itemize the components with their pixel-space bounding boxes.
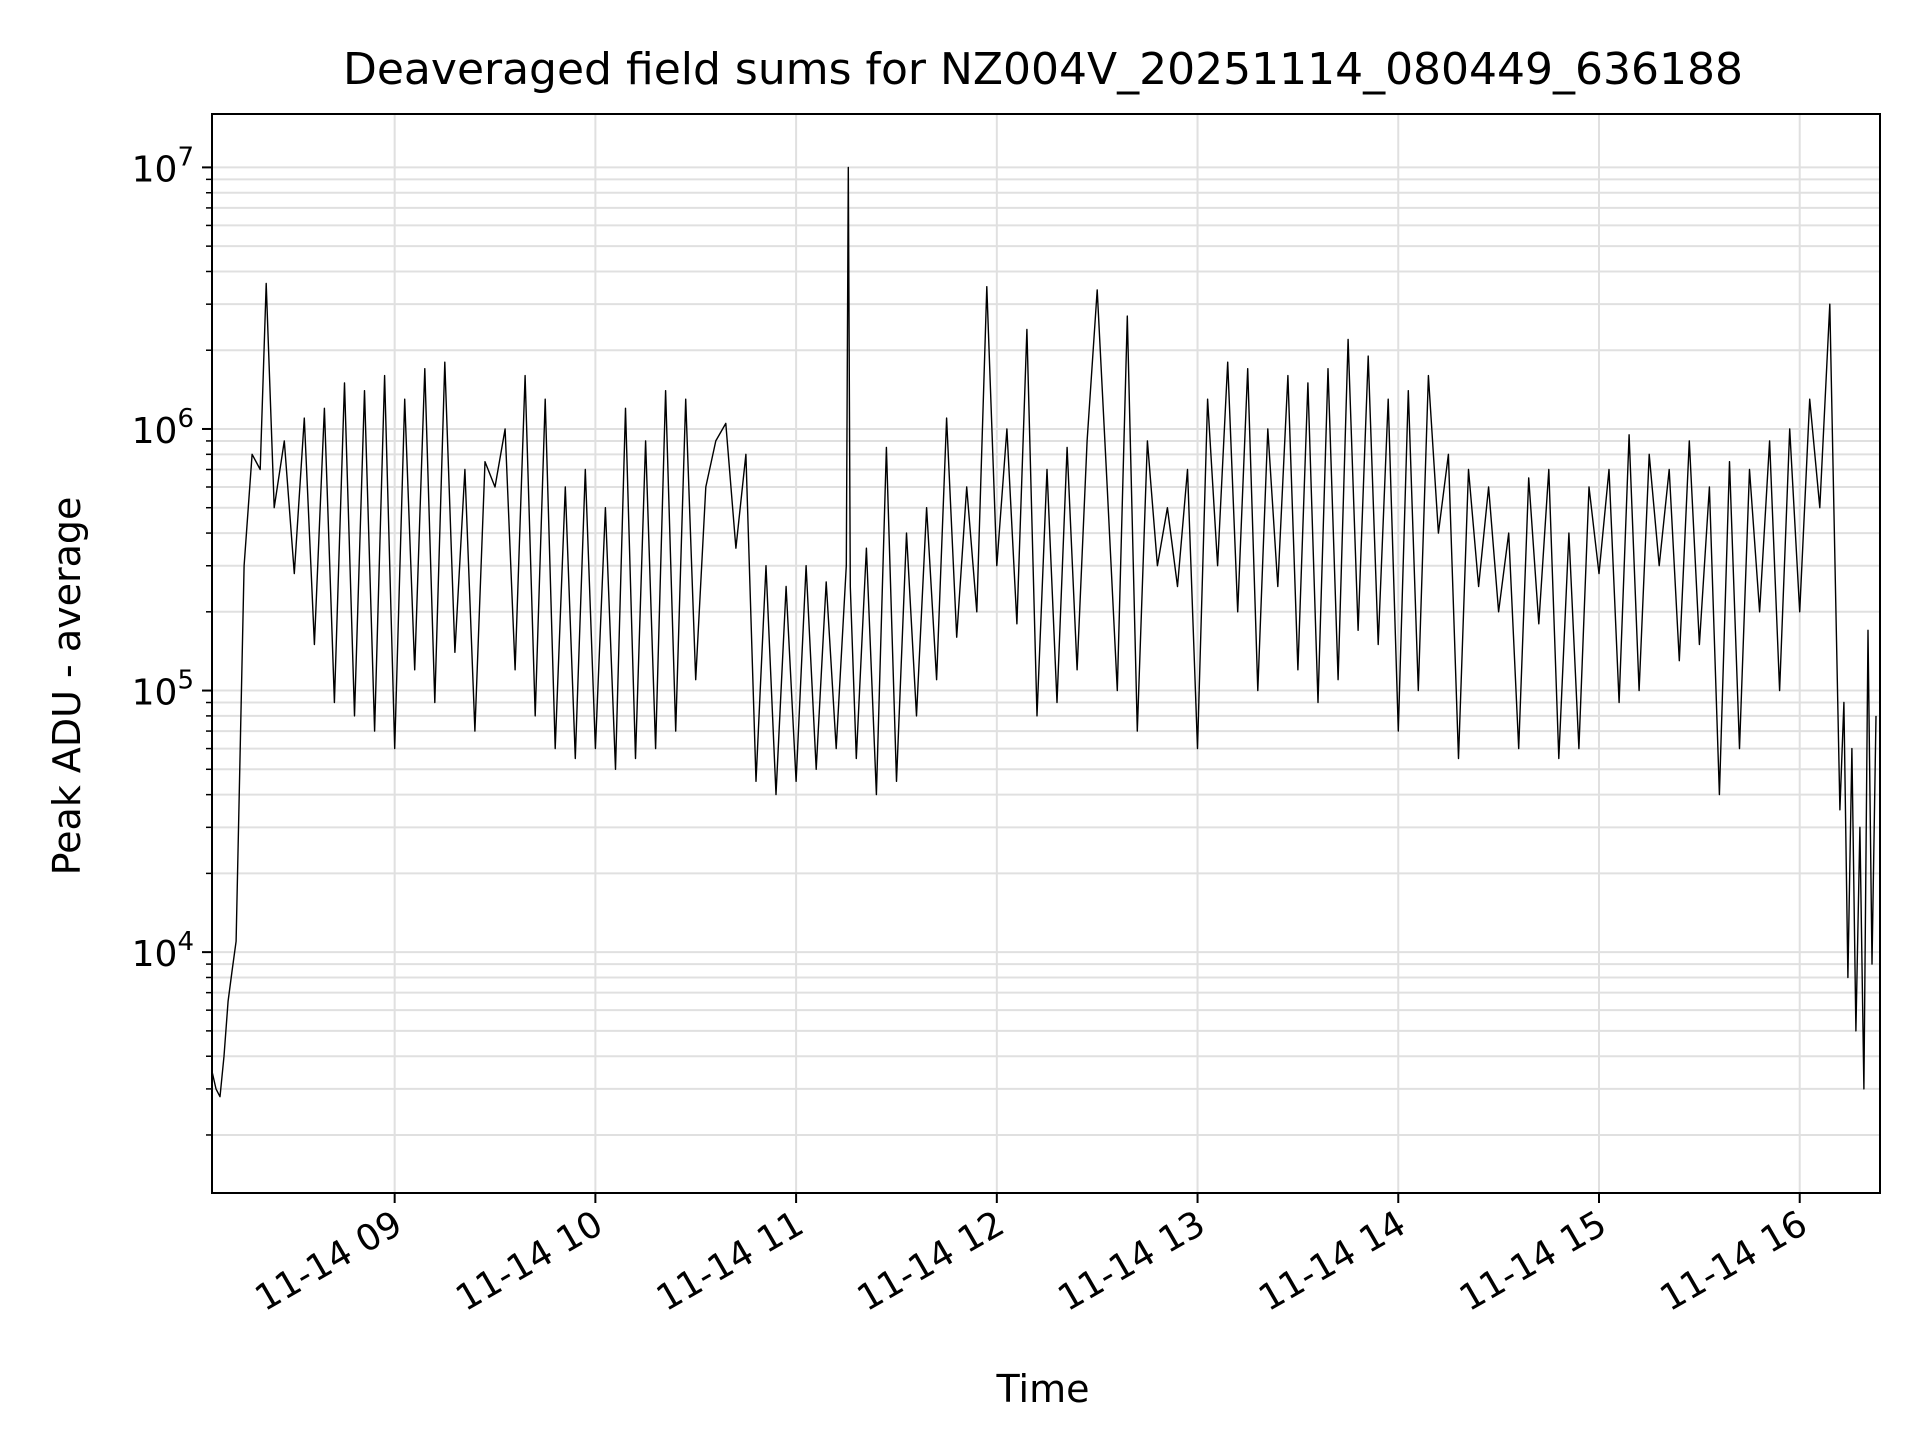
- y-tick-label: 107: [132, 142, 194, 190]
- series-line: [211, 166, 1877, 1098]
- grid-minor-lines: [212, 178, 1880, 1136]
- chart-title: Deaveraged field sums for NZ004V_2025111…: [343, 44, 1743, 95]
- grid-major-lines: [212, 114, 1880, 1193]
- y-tick-label: 105: [132, 666, 194, 714]
- y-tick-label: 106: [132, 404, 194, 452]
- y-tick-label-exponent: 6: [177, 404, 194, 434]
- series-layer: [211, 166, 1877, 1098]
- y-tick-label-exponent: 7: [177, 142, 194, 172]
- y-tick-label-exponent: 5: [177, 666, 194, 696]
- y-tick-label-base: 10: [132, 149, 178, 190]
- y-tick-label-exponent: 4: [177, 927, 194, 957]
- y-tick-label-base: 10: [132, 411, 178, 452]
- plot-frame: [211, 113, 1881, 1194]
- y-axis-label: Peak ADU - average: [45, 497, 89, 876]
- y-tick-label-base: 10: [132, 934, 178, 975]
- y-tick-label-base: 10: [132, 673, 178, 714]
- x-axis-label: Time: [996, 1367, 1090, 1411]
- y-tick-label: 104: [132, 927, 194, 975]
